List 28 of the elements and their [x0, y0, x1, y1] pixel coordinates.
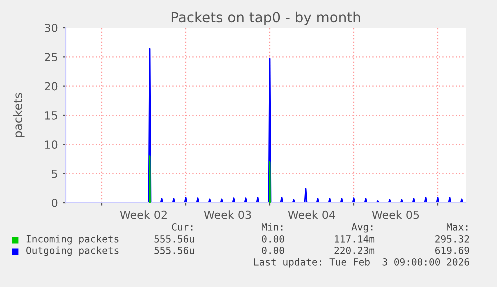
text: Min: — [262, 223, 283, 231]
text: 555.56u — [154, 246, 194, 254]
y-tick-label: 5 — [52, 170, 58, 178]
text: 295.32 — [436, 235, 470, 243]
x-tick-label: Week 04 — [288, 210, 336, 220]
text: 117.14m — [335, 236, 375, 243]
legend-label: Outgoing packets — [26, 246, 119, 256]
text: 220.23m — [334, 246, 375, 254]
y-tick-label: 25 — [45, 53, 58, 62]
y-tick-label: 20 — [45, 82, 58, 91]
text: Max: — [446, 224, 468, 231]
text: 0.00 — [262, 246, 284, 254]
x-tick-label: Week 02 — [120, 210, 167, 220]
legend-label: Incoming packets — [26, 235, 119, 245]
x-tick-label: Week 05 — [372, 210, 420, 220]
y-axis-title: packets — [13, 93, 25, 138]
text: 619.69 — [436, 246, 470, 254]
text: Last update: Tue Feb 3 09:00:00 2026 — [254, 258, 470, 268]
text: 0.00 — [262, 235, 284, 243]
y-tick-label: 15 — [45, 112, 58, 120]
chart-title: Packets on tap0 - by month — [172, 12, 360, 26]
y-tick-label: 10 — [45, 140, 58, 150]
x-tick-label: Week 03 — [204, 210, 252, 220]
y-tick-label: 0 — [52, 198, 58, 208]
y-tick-label: 30 — [45, 24, 58, 32]
text: Cur: — [172, 223, 193, 231]
text: 555.56u — [154, 235, 194, 243]
text: Avg: — [352, 224, 373, 233]
